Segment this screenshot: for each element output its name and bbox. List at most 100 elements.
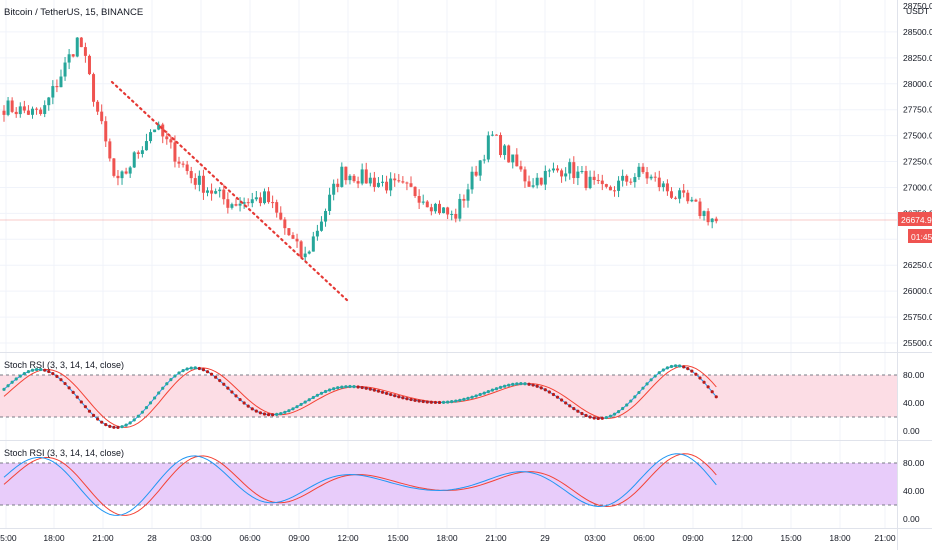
symbol-title: Bitcoin / TetherUS, 15, BINANCE xyxy=(4,7,143,18)
stoch-marker xyxy=(486,390,490,394)
candle-body xyxy=(258,197,262,204)
candle-body xyxy=(486,135,490,160)
candle-body xyxy=(527,181,531,187)
candle-body xyxy=(499,135,503,156)
candle-body xyxy=(442,207,446,214)
stoch-marker xyxy=(450,400,454,404)
candle-body xyxy=(271,202,275,204)
stoch-marker xyxy=(389,392,393,397)
stoch-marker xyxy=(132,418,136,422)
stoch-marker xyxy=(425,400,429,404)
stoch-marker xyxy=(177,371,181,375)
stoch-marker xyxy=(645,382,649,386)
last-price-badge xyxy=(898,212,932,226)
candle-body xyxy=(18,106,22,115)
price-axis[interactable]: 28750.00 28500.00 28250.00 28000.00 27750.00… xyxy=(903,1,932,348)
stoch-k-line xyxy=(3,453,717,516)
candle-body xyxy=(356,181,360,184)
candle-body xyxy=(96,101,100,112)
candle-body xyxy=(250,199,254,204)
candle-body xyxy=(352,175,356,182)
stoch-marker xyxy=(275,412,279,416)
stoch-marker xyxy=(165,382,169,386)
price-tick-label: 28750.00 xyxy=(903,1,932,11)
stoch-marker xyxy=(230,390,234,394)
stoch-marker xyxy=(43,368,47,372)
bar-countdown: 01:45 xyxy=(911,232,932,242)
stoch-marker xyxy=(649,378,653,382)
stoch-marker xyxy=(87,409,92,413)
candle-body xyxy=(714,218,718,222)
candle-body xyxy=(710,218,714,223)
stoch-marker xyxy=(283,410,287,414)
candle-body xyxy=(136,152,140,154)
candle-body xyxy=(295,238,299,242)
stoch-marker xyxy=(498,385,503,389)
candle-body xyxy=(348,175,352,181)
candle-body xyxy=(149,132,153,142)
stoch-marker xyxy=(360,385,364,390)
stoch-marker xyxy=(258,411,263,415)
time-tick-label: 21:00 xyxy=(485,533,507,543)
stoch-marker xyxy=(279,411,283,416)
stoch-marker xyxy=(413,398,417,402)
candle-body xyxy=(629,181,633,183)
stoch-marker xyxy=(336,386,340,390)
price-tick-label: 28000.00 xyxy=(903,79,932,89)
candle-body xyxy=(303,253,307,258)
candle-body xyxy=(222,189,226,200)
candle-body xyxy=(519,166,523,170)
candle-body xyxy=(490,134,494,136)
stoch-marker xyxy=(621,406,625,411)
stoch-marker xyxy=(185,367,189,371)
stoch-marker xyxy=(311,395,315,400)
candle-body xyxy=(649,176,653,179)
time-tick-label: 18:00 xyxy=(436,533,458,543)
time-tick-label: 18:00 xyxy=(43,533,65,543)
stoch-marker xyxy=(222,382,226,386)
stoch-marker xyxy=(368,387,372,391)
candle-body xyxy=(75,37,79,57)
trendline[interactable] xyxy=(110,80,350,303)
stoch-marker xyxy=(51,372,55,376)
candle-body xyxy=(568,162,572,174)
stoch-marker xyxy=(116,425,120,429)
candle-body xyxy=(454,213,458,219)
stoch-marker xyxy=(653,374,657,378)
stoch-marker xyxy=(592,416,596,420)
candle-body xyxy=(682,190,686,193)
candle-body xyxy=(613,190,616,192)
candle-body xyxy=(153,129,157,133)
stoch-marker xyxy=(673,364,678,368)
stoch-marker xyxy=(271,413,275,417)
stoch-marker xyxy=(181,369,185,373)
candle-body xyxy=(128,167,132,174)
candle-body xyxy=(547,170,551,172)
candle-body xyxy=(535,177,539,186)
candle-body xyxy=(470,171,474,190)
stoch-marker xyxy=(637,390,641,395)
candle-body xyxy=(592,176,596,180)
stoch-marker xyxy=(535,384,539,388)
stoch-marker xyxy=(625,403,629,407)
candle-body xyxy=(39,109,43,114)
candle-body xyxy=(551,168,555,171)
candle-body xyxy=(381,181,385,183)
stoch-marker xyxy=(332,387,336,391)
candle-body xyxy=(543,170,547,185)
candle-body xyxy=(421,201,425,203)
stoch-marker xyxy=(421,399,425,404)
time-tick-label: 21:00 xyxy=(92,533,114,543)
candle-body xyxy=(336,183,340,187)
price-tick-label: 27750.00 xyxy=(903,105,932,115)
candle-body xyxy=(446,207,450,215)
time-tick-label: 15:00 xyxy=(780,533,802,543)
stoch-marker xyxy=(205,370,210,374)
time-tick-label: 29 xyxy=(540,533,550,543)
stoch-marker xyxy=(295,405,299,409)
stoch-marker xyxy=(446,400,450,404)
price-axis-currency: USDT xyxy=(906,6,929,16)
stoch-marker xyxy=(608,414,613,418)
time-axis[interactable]: 15:00 18:00 21:00 28 03:00 06:00 09:00 12:00 15:… xyxy=(0,533,896,543)
